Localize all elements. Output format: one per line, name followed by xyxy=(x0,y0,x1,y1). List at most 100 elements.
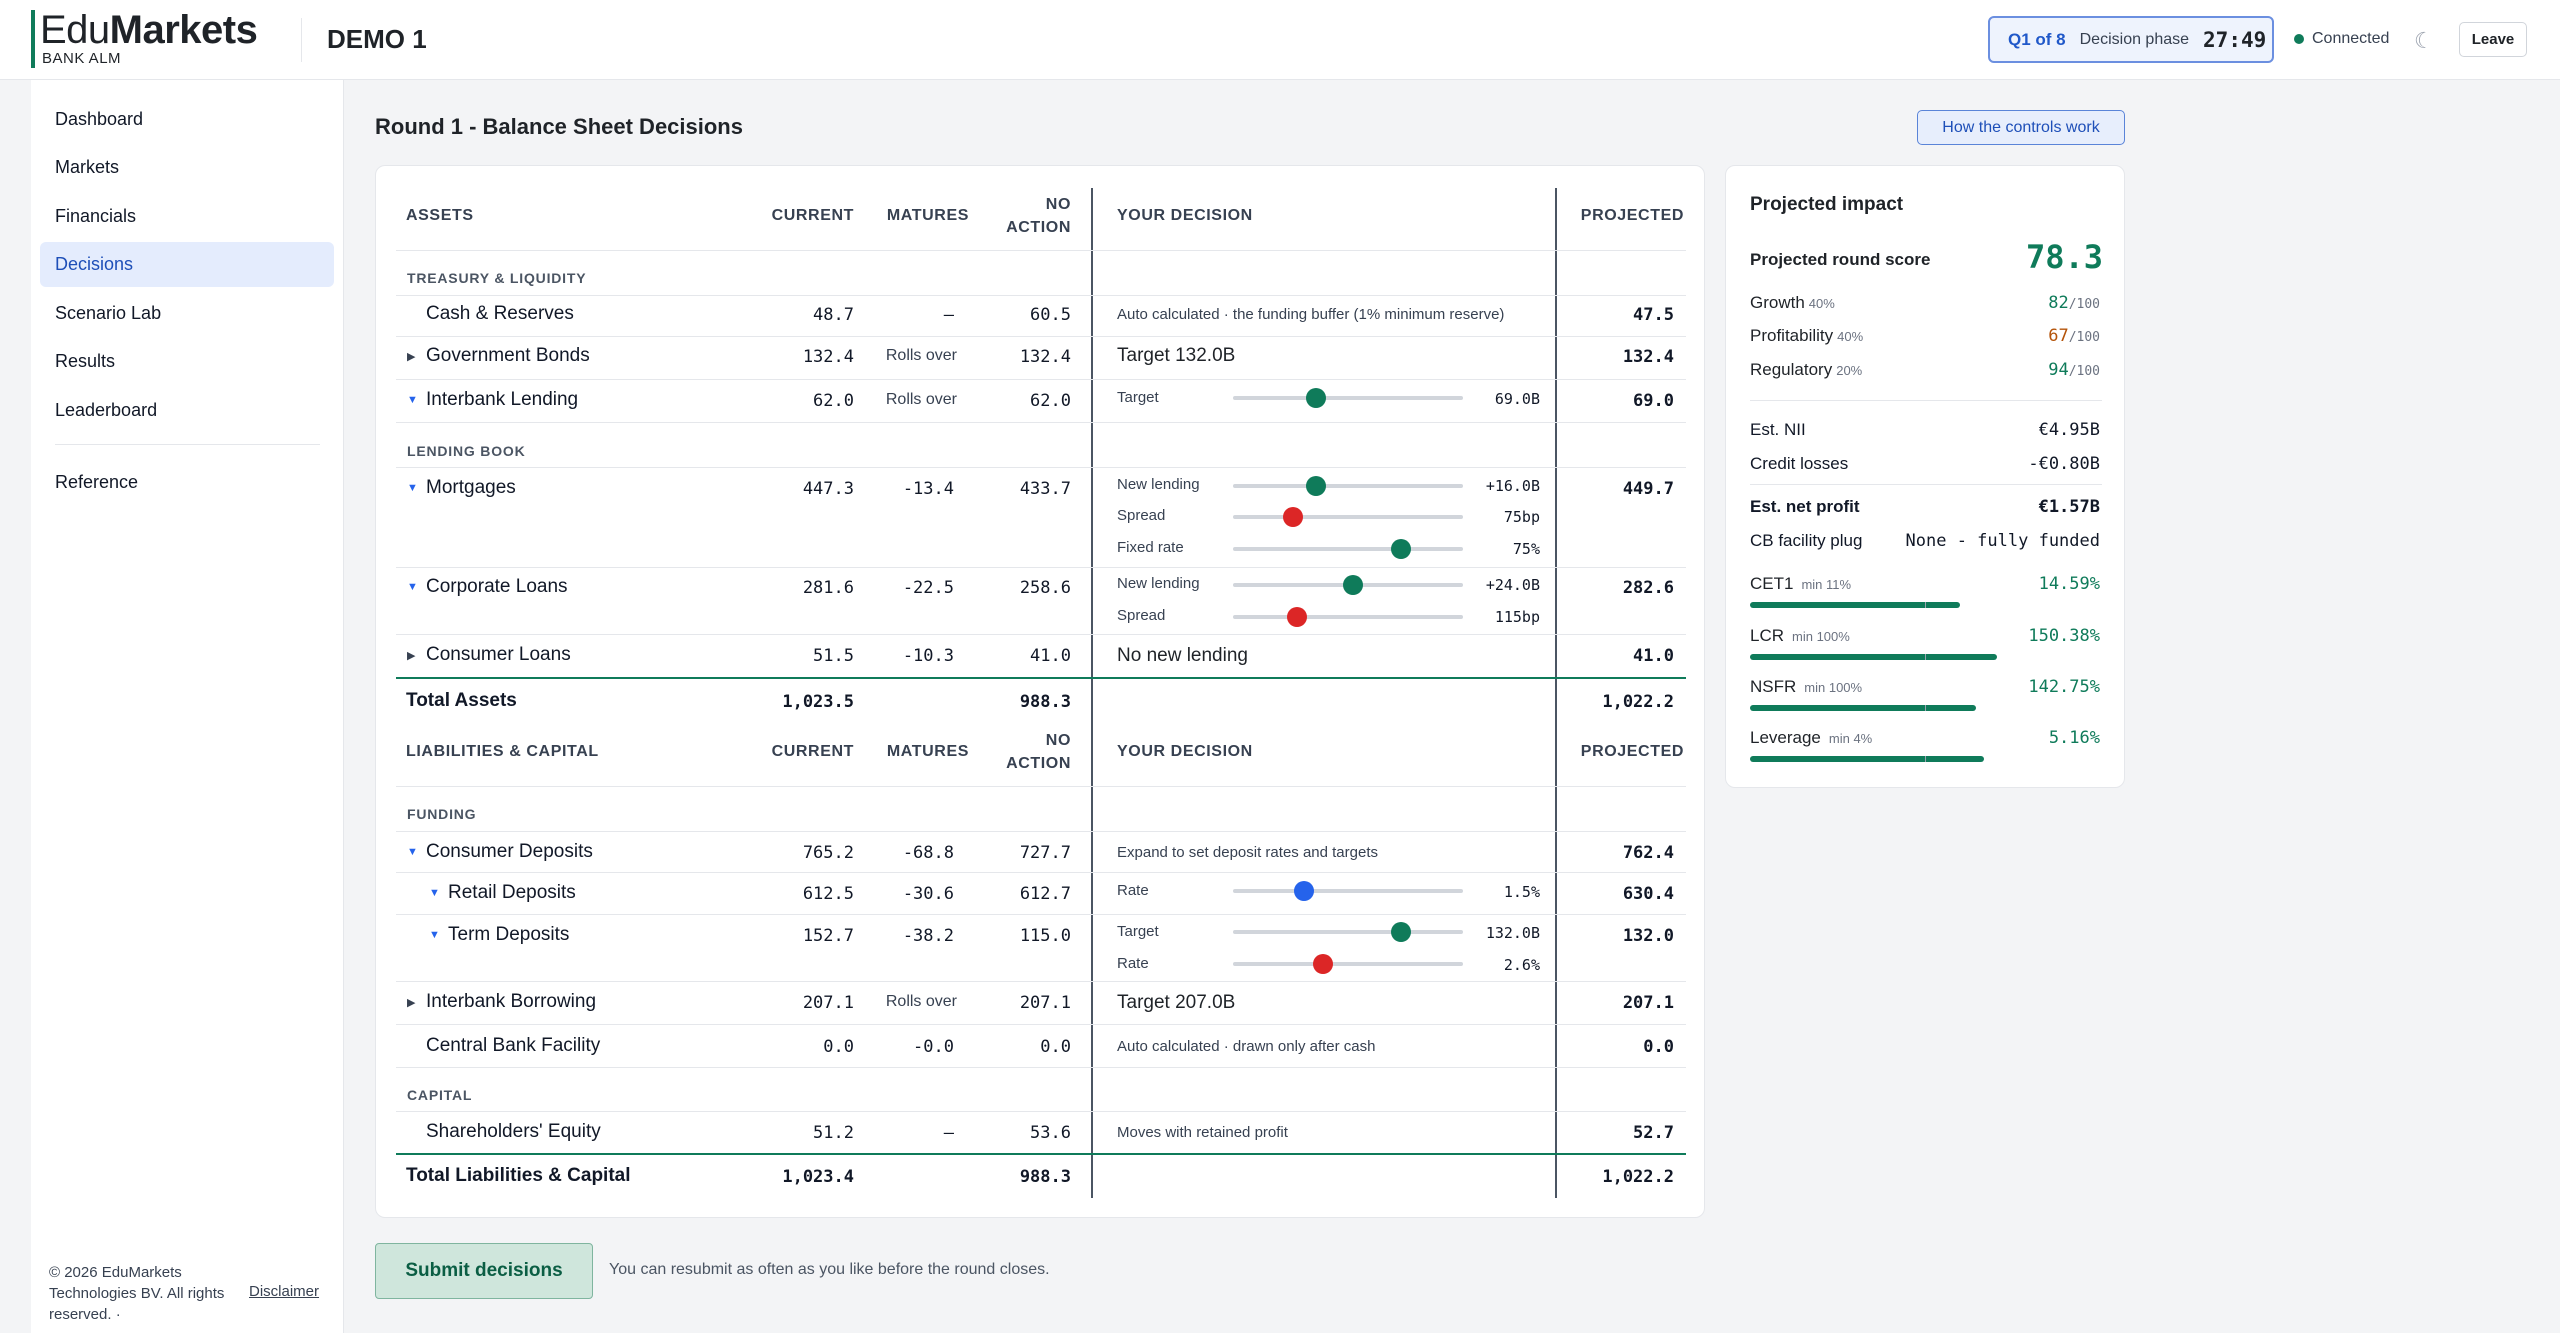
phase-label: Decision phase xyxy=(2079,30,2190,48)
subscore-regulatory-value: 94/100 xyxy=(2048,360,2100,380)
balance-sheet-card: ASSETS CURRENT MATURES NO ACTION YOUR DE… xyxy=(375,165,1705,1218)
col-header-action-2: ACTION xyxy=(1006,755,1071,772)
ratio-lcr-min-marker xyxy=(1925,654,1926,660)
slider-track[interactable] xyxy=(1233,615,1463,619)
slider-track[interactable] xyxy=(1233,962,1463,966)
retail-projected: 630.4 xyxy=(1622,884,1674,904)
cb-facility-label: CB facility plug xyxy=(1750,531,1863,550)
interbank-lending-target-slider[interactable] xyxy=(1233,388,1463,408)
projected-impact-card: Projected impact Projected round score 7… xyxy=(1725,165,2125,788)
slider-track[interactable] xyxy=(1233,930,1463,934)
interbank-borrowing-decision[interactable]: Target 207.0B xyxy=(1117,992,1236,1013)
row-name-cbf: Central Bank Facility xyxy=(426,1035,601,1056)
sidebar-item-financials[interactable]: Financials xyxy=(55,206,137,226)
ratio-nsfr-value: 142.75% xyxy=(2028,677,2100,697)
divider xyxy=(396,250,1686,251)
slider-track[interactable] xyxy=(1233,547,1463,551)
slider-handle[interactable] xyxy=(1312,954,1333,974)
term-projected: 132.0 xyxy=(1622,926,1674,946)
govbonds-matures: Rolls over xyxy=(885,347,957,364)
expand-govbonds-icon[interactable]: ▶ xyxy=(407,351,416,363)
subscore-regulatory-label: Regulatory 20% xyxy=(1750,360,1862,380)
est-nii-label: Est. NII xyxy=(1750,420,1806,439)
expand-interbank-borrowing-icon[interactable]: ▶ xyxy=(407,997,416,1009)
score-value: 78.3 xyxy=(2025,238,2103,276)
corporate-spread-slider[interactable] xyxy=(1233,607,1463,627)
term-target-value: 132.0B xyxy=(1485,924,1540,942)
collapse-mortgages-icon[interactable]: ▼ xyxy=(407,482,418,494)
corporate-matures: -22.5 xyxy=(902,578,954,598)
net-profit-value: €1.57B xyxy=(2038,497,2100,517)
term-rate-slider[interactable] xyxy=(1233,954,1463,974)
slider-handle[interactable] xyxy=(1390,539,1411,559)
sidebar-item-dashboard[interactable]: Dashboard xyxy=(55,109,144,129)
corporate-new-lending-slider[interactable] xyxy=(1233,575,1463,595)
collapse-corporate-icon[interactable]: ▼ xyxy=(407,581,418,593)
leave-button[interactable]: Leave xyxy=(2459,22,2527,57)
mortgages-spread-value: 75bp xyxy=(1503,508,1540,526)
mortgages-fixed-rate-value: 75% xyxy=(1512,540,1540,558)
retail-rate-slider[interactable] xyxy=(1233,881,1463,901)
cbf-matures: -0.0 xyxy=(913,1037,954,1057)
collapse-consumer-deposits-icon[interactable]: ▼ xyxy=(407,846,418,858)
slider-handle[interactable] xyxy=(1282,507,1303,527)
interbank-borrowing-projected: 207.1 xyxy=(1622,993,1674,1013)
consumer-loans-decision[interactable]: No new lending xyxy=(1117,645,1248,666)
slider-track[interactable] xyxy=(1233,889,1463,893)
submit-note: You can resubmit as often as you like be… xyxy=(609,1261,1050,1278)
mortgages-fixed-rate-slider[interactable] xyxy=(1233,539,1463,559)
cbf-current: 0.0 xyxy=(823,1037,854,1057)
slider-handle[interactable] xyxy=(1305,476,1326,496)
connection-status: Connected xyxy=(2312,30,2390,47)
mortgages-new-lending-slider[interactable] xyxy=(1233,476,1463,496)
term-matures: -38.2 xyxy=(902,926,954,946)
slider-handle[interactable] xyxy=(1294,881,1315,901)
app-title: DEMO 1 xyxy=(327,24,427,54)
cbf-note: Auto calculated · drawn only after cash xyxy=(1117,1038,1376,1055)
govbonds-decision[interactable]: Target 132.0B xyxy=(1117,345,1236,366)
divider xyxy=(396,1067,1686,1068)
sidebar-item-reference[interactable]: Reference xyxy=(55,472,139,492)
divider xyxy=(396,981,1686,982)
slider-track[interactable] xyxy=(1233,396,1463,400)
slider-handle[interactable] xyxy=(1287,607,1308,627)
subscore-profitability-value: 67/100 xyxy=(2048,326,2100,346)
ratio-name: CET1 xyxy=(1750,574,1794,593)
sidebar-item-leaderboard[interactable]: Leaderboard xyxy=(55,400,158,420)
slider-handle[interactable] xyxy=(1305,388,1326,408)
total-assets-no-action: 988.3 xyxy=(1019,692,1071,712)
slider-track[interactable] xyxy=(1233,515,1463,519)
expand-consumer-loans-icon[interactable]: ▶ xyxy=(407,650,416,662)
interbank-lending-slider-label: Target xyxy=(1117,389,1159,406)
disclaimer-link[interactable]: Disclaimer xyxy=(249,1283,320,1300)
collapse-retail-icon[interactable]: ▼ xyxy=(429,887,440,899)
term-no-action: 115.0 xyxy=(1019,926,1071,946)
slider-handle[interactable] xyxy=(1390,922,1411,942)
ratio-name: Leverage xyxy=(1750,728,1821,747)
term-target-slider[interactable] xyxy=(1233,922,1463,942)
mortgages-spread-slider[interactable] xyxy=(1233,507,1463,527)
ratio-cet1-value: 14.59% xyxy=(2038,574,2100,594)
sidebar-item-markets[interactable]: Markets xyxy=(55,157,120,177)
row-name-corporate: Corporate Loans xyxy=(426,576,568,597)
corporate-spread-label: Spread xyxy=(1117,607,1166,624)
collapse-interbank-lending-icon[interactable]: ▼ xyxy=(407,394,418,406)
decision-column-divider-right xyxy=(1555,188,1557,1198)
slider-handle[interactable] xyxy=(1342,575,1363,595)
theme-toggle-icon[interactable]: ☾ xyxy=(2414,28,2434,53)
col-header-current-2: CURRENT xyxy=(771,743,854,760)
how-controls-button[interactable]: How the controls work xyxy=(1917,110,2125,145)
col-header-projected-2: PROJECTED xyxy=(1580,743,1684,760)
sidebar-item-results[interactable]: Results xyxy=(55,351,116,371)
sidebar-item-decisions[interactable]: Decisions xyxy=(40,242,334,287)
ratio-nsfr-label: NSFR min 100% xyxy=(1750,677,1862,697)
submit-decisions-button[interactable]: Submit decisions xyxy=(375,1243,593,1299)
collapse-term-icon[interactable]: ▼ xyxy=(429,929,440,941)
col-header-decision: YOUR DECISION xyxy=(1117,207,1253,224)
col-header-assets: ASSETS xyxy=(406,207,474,224)
subscore-max: /100 xyxy=(2068,364,2100,379)
sidebar-item-scenario-lab[interactable]: Scenario Lab xyxy=(55,303,162,323)
slider-track[interactable] xyxy=(1233,484,1463,488)
term-rate-value: 2.6% xyxy=(1503,956,1540,974)
col-header-no-2: NO xyxy=(1045,732,1071,749)
